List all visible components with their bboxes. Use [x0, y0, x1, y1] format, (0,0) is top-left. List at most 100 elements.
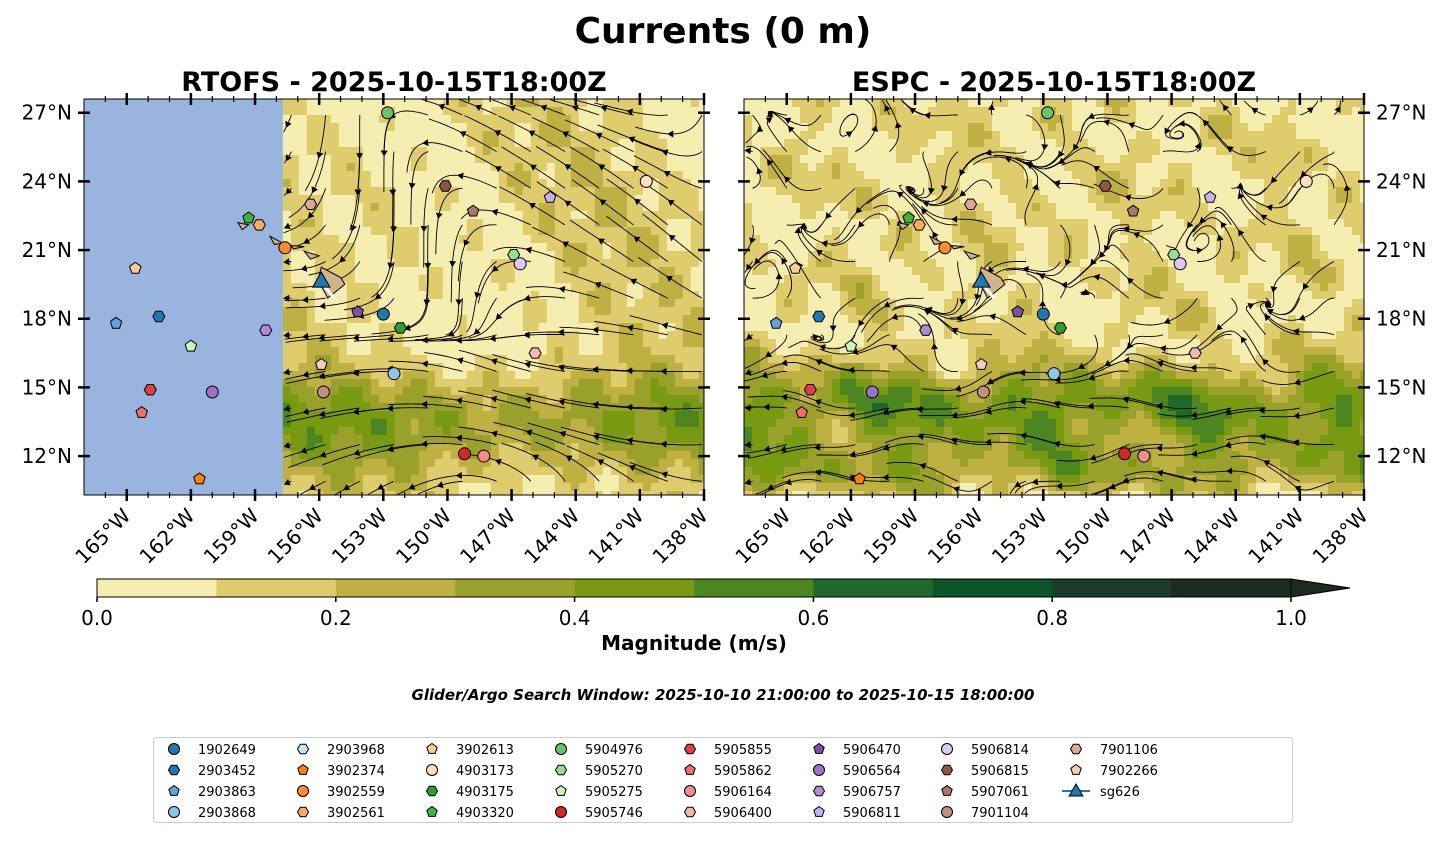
field-cell [562, 467, 572, 476]
field-cell [626, 179, 636, 188]
field-cell [912, 355, 921, 364]
field-cell [968, 211, 977, 220]
field-cell [888, 171, 897, 180]
field-cell [594, 347, 604, 356]
field-cell [642, 267, 652, 276]
field-cell [410, 291, 420, 300]
field-cell [466, 131, 476, 140]
field-cell [744, 371, 753, 380]
field-cell [338, 315, 348, 324]
field-cell [362, 467, 372, 476]
field-cell [626, 259, 636, 268]
field-cell [290, 451, 300, 460]
field-cell [442, 411, 452, 420]
field-cell [346, 467, 356, 476]
field-cell [282, 299, 292, 308]
field-cell [952, 163, 961, 172]
field-cell [960, 355, 969, 364]
field-cell [506, 131, 516, 140]
field-cell [1008, 267, 1017, 276]
field-cell [912, 451, 921, 460]
field-cell [784, 379, 793, 388]
field-cell [912, 195, 921, 204]
field-cell [434, 195, 444, 204]
field-cell [674, 323, 684, 332]
field-cell [306, 467, 316, 476]
field-cell [634, 371, 644, 380]
field-cell [578, 131, 588, 140]
field-cell [282, 275, 292, 284]
field-cell [1024, 467, 1033, 476]
field-cell [1032, 387, 1041, 396]
field-cell [888, 419, 897, 428]
field-cell [824, 467, 833, 476]
field-cell [968, 291, 977, 300]
field-cell [314, 259, 324, 268]
field-cell [800, 371, 809, 380]
field-cell [856, 195, 865, 204]
field-cell [848, 379, 857, 388]
field-cell [554, 307, 564, 316]
field-cell [386, 147, 396, 156]
field-cell [784, 107, 793, 116]
field-cell [546, 123, 556, 132]
field-cell [642, 195, 652, 204]
field-cell [904, 99, 913, 108]
field-cell [322, 299, 332, 308]
field-cell [752, 435, 761, 444]
field-cell [690, 347, 700, 356]
field-cell [330, 131, 340, 140]
field-cell [832, 115, 841, 124]
field-cell [840, 195, 849, 204]
field-cell [848, 163, 857, 172]
field-cell [824, 155, 833, 164]
field-cell [570, 307, 580, 316]
field-cell [610, 155, 620, 164]
field-cell [394, 419, 404, 428]
field-cell [904, 163, 913, 172]
field-cell [690, 211, 700, 220]
field-cell [1024, 307, 1033, 316]
field-cell [418, 411, 428, 420]
streamline-arrow [600, 105, 608, 112]
field-cell [1008, 323, 1017, 332]
field-cell [1024, 323, 1033, 332]
field-cell [896, 139, 905, 148]
field-cell [314, 243, 324, 252]
field-cell [322, 403, 332, 412]
field-cell [354, 419, 364, 428]
field-cell [562, 107, 572, 116]
field-cell [666, 203, 676, 212]
field-cell [482, 299, 492, 308]
field-cell [298, 467, 308, 476]
field-cell [776, 331, 785, 340]
field-cell [522, 435, 532, 444]
field-cell [346, 131, 356, 140]
field-cell [840, 323, 849, 332]
streamline-arrow [354, 189, 362, 196]
field-cell [682, 435, 692, 444]
field-cell [928, 347, 937, 356]
field-cell [872, 331, 881, 340]
field-cell [546, 243, 556, 252]
field-cell [378, 403, 388, 412]
field-cell [864, 331, 873, 340]
field-cell [1000, 491, 1009, 495]
field-cell [354, 363, 364, 372]
field-cell [784, 475, 793, 484]
field-cell [992, 427, 1001, 436]
field-cell [570, 267, 580, 276]
field-cell [474, 395, 484, 404]
field-cell [530, 387, 540, 396]
field-cell [402, 203, 412, 212]
field-cell [306, 459, 316, 468]
streamline-arrow [540, 104, 548, 112]
field-cell [466, 419, 476, 428]
field-cell [514, 323, 524, 332]
field-cell [410, 187, 420, 196]
streamline-arrow [377, 483, 385, 490]
field-cell [880, 163, 889, 172]
field-cell [808, 459, 817, 468]
field-cell [434, 387, 444, 396]
field-cell [904, 131, 913, 140]
